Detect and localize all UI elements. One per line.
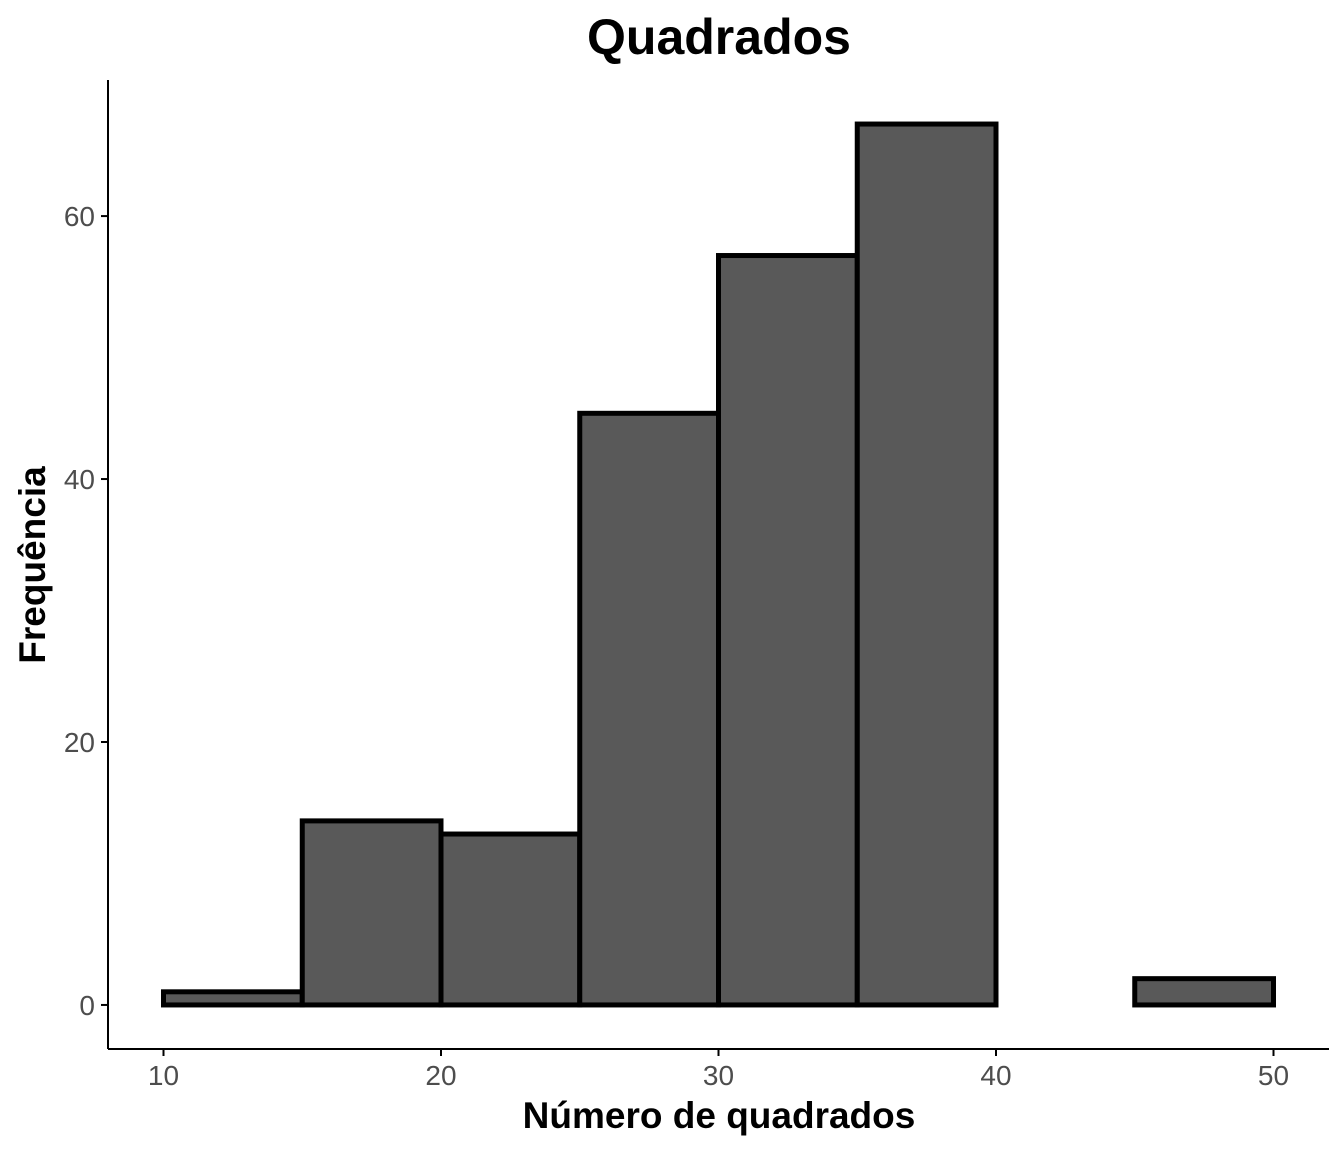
x-tick-label: 30 xyxy=(703,1060,734,1091)
y-ticks-group: 0 20 40 60 xyxy=(64,201,108,1021)
histogram-bar-3 xyxy=(438,831,583,1008)
y-tick-label: 20 xyxy=(64,727,95,758)
histogram-bar-5 xyxy=(716,253,860,1008)
histogram-bar-1 xyxy=(161,989,305,1008)
x-tick-label: 20 xyxy=(425,1060,456,1091)
x-tick-label: 40 xyxy=(980,1060,1011,1091)
histogram-bar-4 xyxy=(577,410,721,1008)
y-axis-title: Frequência xyxy=(12,466,53,664)
bars-group xyxy=(161,121,1276,1008)
y-tick-label: 0 xyxy=(79,990,95,1021)
histogram-bar-6 xyxy=(854,121,999,1008)
x-tick-label: 50 xyxy=(1258,1060,1289,1091)
chart-title: Quadrados xyxy=(587,9,851,65)
y-tick-label: 60 xyxy=(64,201,95,232)
x-tick-label: 10 xyxy=(148,1060,179,1091)
x-ticks-group: 10 20 30 40 50 xyxy=(148,1049,1289,1091)
x-axis-title: Número de quadrados xyxy=(523,1095,916,1136)
histogram-bar-2 xyxy=(299,818,444,1008)
y-tick-label: 40 xyxy=(64,464,95,495)
histogram-bar-8 xyxy=(1132,976,1276,1008)
